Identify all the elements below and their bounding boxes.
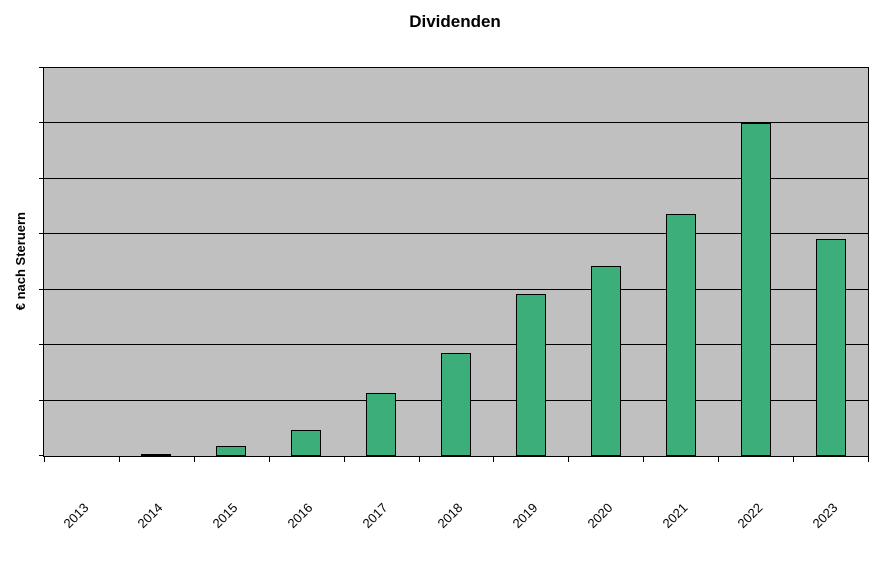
x-axis-tick [118, 456, 120, 462]
x-axis-tick [44, 456, 45, 462]
y-axis-tick [39, 122, 44, 124]
gridline [44, 177, 868, 179]
plot-area [39, 67, 869, 462]
x-axis-tick [493, 456, 495, 462]
bar-2015 [216, 446, 247, 456]
bar-2014 [141, 453, 172, 456]
x-label-2013: 2013 [60, 500, 92, 532]
y-axis-tick [39, 399, 44, 401]
x-label-2020: 2020 [584, 500, 616, 532]
y-axis-tick [39, 67, 44, 68]
y-axis-label: € nach Steruern [12, 211, 28, 311]
x-axis-tick [268, 456, 270, 462]
gridline [44, 233, 868, 235]
gridline [44, 288, 868, 290]
x-axis-tick [568, 456, 570, 462]
y-axis-tick [39, 344, 44, 346]
bar-2019 [515, 294, 546, 456]
x-axis-tick [868, 456, 869, 462]
y-axis-tick [39, 288, 44, 290]
bar-2022 [740, 122, 771, 456]
bar-2021 [665, 213, 696, 456]
bar-2018 [441, 352, 471, 456]
gridline [44, 344, 868, 346]
x-label-2019: 2019 [509, 500, 541, 532]
bar-2023 [815, 238, 846, 456]
x-label-2017: 2017 [359, 500, 391, 532]
x-axis-tick [418, 456, 420, 462]
x-axis-tick [718, 456, 720, 462]
x-label-2014: 2014 [134, 500, 166, 532]
x-label-2018: 2018 [434, 500, 466, 532]
x-axis-tick [343, 456, 345, 462]
x-label-2016: 2016 [284, 500, 316, 532]
x-label-2022: 2022 [734, 500, 766, 532]
x-axis-tick [643, 456, 645, 462]
chart-title: Dividenden [409, 12, 501, 31]
y-axis-label-wrap: € nach Steruern [0, 67, 40, 455]
x-label-2023: 2023 [809, 500, 841, 532]
x-label-2021: 2021 [659, 500, 691, 532]
x-axis: 2013 2014 2015 2016 2017 2018 2019 2020 2021 2022… [43, 456, 867, 572]
y-axis-tick [39, 455, 44, 456]
x-axis-tick [193, 456, 195, 462]
bar-2020 [590, 265, 621, 456]
x-label-2015: 2015 [209, 500, 241, 532]
y-axis-tick [39, 177, 44, 179]
x-axis-tick [793, 456, 795, 462]
bar-2016 [291, 429, 322, 456]
bar-2017 [366, 392, 397, 456]
gridline [44, 122, 868, 124]
y-axis-tick [39, 233, 44, 235]
